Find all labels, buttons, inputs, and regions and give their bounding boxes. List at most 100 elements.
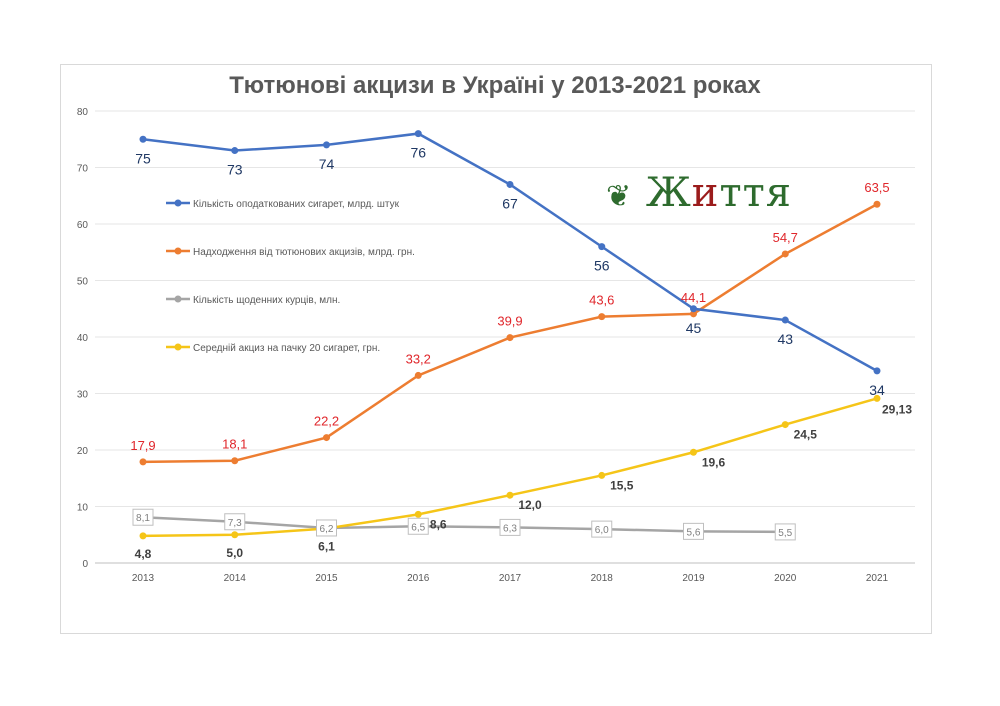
data-label: 43,6 [589, 293, 614, 308]
x-tick-label: 2020 [774, 573, 797, 584]
y-tick-label: 50 [77, 277, 89, 288]
data-label: 54,7 [773, 230, 798, 245]
data-point [690, 305, 697, 313]
data-label-box [224, 513, 246, 531]
data-point [690, 310, 697, 318]
data-label-box [683, 522, 704, 540]
data-point [139, 458, 147, 466]
data-label-box [591, 520, 613, 538]
legend-label: Кількість щоденних курців, млн. [193, 295, 340, 306]
data-label: 5,5 [778, 528, 792, 539]
data-point [231, 457, 239, 465]
data-point [598, 471, 606, 479]
data-label: 73 [227, 162, 243, 178]
data-label: 4,8 [135, 547, 152, 561]
data-point [781, 421, 789, 429]
data-label: 45 [686, 320, 702, 336]
data-label: 6,5 [411, 522, 425, 533]
series-line [142, 203, 878, 464]
y-tick-label: 10 [77, 503, 89, 514]
legend-marker [174, 295, 182, 303]
data-label: 19,6 [702, 455, 726, 469]
data-label: 56 [594, 258, 610, 274]
logo: ❦ Життя [606, 170, 792, 216]
y-tick-label: 60 [77, 220, 89, 231]
data-point [598, 313, 606, 321]
y-tick-label: 70 [77, 164, 89, 175]
data-label: 75 [135, 150, 151, 166]
data-label: 44,1 [681, 290, 706, 305]
data-label: 34 [869, 382, 885, 398]
y-tick-label: 40 [77, 333, 89, 344]
data-label: 33,2 [406, 351, 431, 366]
data-label: 67 [502, 195, 518, 211]
data-point [873, 394, 881, 402]
data-label: 29,13 [882, 402, 912, 416]
data-label: 15,5 [610, 478, 634, 492]
data-label-box [316, 519, 337, 537]
data-label-box [407, 517, 429, 535]
legend-marker [174, 199, 182, 207]
data-label: 22,2 [314, 414, 339, 429]
data-label: 63,5 [864, 180, 889, 195]
data-label-box [499, 518, 521, 536]
series-line [142, 397, 878, 538]
x-tick-label: 2016 [407, 573, 430, 584]
y-tick-label: 0 [82, 559, 88, 570]
x-tick-label: 2017 [499, 573, 522, 584]
data-point [690, 448, 697, 456]
data-label: 7,3 [228, 518, 242, 529]
data-label: 39,9 [497, 314, 522, 329]
legend-label: Середній акциз на пачку 20 сигарет, грн. [193, 343, 380, 354]
legend-marker [174, 343, 182, 351]
x-tick-label: 2018 [591, 573, 614, 584]
data-label: 6,0 [595, 525, 609, 536]
data-point [414, 510, 422, 518]
x-tick-label: 2013 [132, 573, 155, 584]
data-point [139, 532, 147, 540]
data-point [323, 141, 330, 149]
data-point [598, 243, 606, 251]
y-tick-label: 30 [77, 390, 89, 401]
data-label: 18,1 [222, 437, 247, 452]
data-label: 8,1 [136, 513, 150, 524]
data-point [414, 371, 422, 379]
leaf-icon: ❦ [606, 179, 633, 214]
data-label: 6,2 [320, 524, 334, 535]
data-label-box [774, 523, 796, 541]
data-label: 5,0 [226, 546, 243, 560]
data-point [231, 147, 239, 155]
y-tick-label: 80 [77, 107, 89, 118]
data-point [781, 316, 789, 324]
data-point [506, 334, 514, 342]
x-tick-label: 2015 [315, 573, 338, 584]
x-tick-label: 2019 [682, 573, 705, 584]
data-label: 24,5 [794, 428, 818, 442]
data-point [781, 250, 789, 258]
data-point [506, 180, 514, 188]
y-tick-label: 20 [77, 446, 89, 457]
data-label: 74 [319, 156, 335, 172]
data-point [231, 531, 239, 539]
data-point [873, 200, 881, 208]
data-label: 12,0 [518, 498, 542, 512]
data-point [414, 130, 422, 138]
x-tick-label: 2021 [866, 573, 889, 584]
data-point [323, 434, 330, 442]
x-tick-label: 2014 [224, 573, 247, 584]
legend-label: Кількість оподаткованих сигарет, млрд. ш… [193, 199, 400, 210]
series-line [142, 515, 786, 534]
data-label: 17,9 [130, 438, 155, 453]
legend-label: Надходження від тютюнових акцизів, млрд.… [193, 247, 415, 258]
data-label: 5,6 [687, 527, 701, 538]
data-point [506, 491, 514, 499]
data-label: 6,3 [503, 523, 517, 534]
data-point [139, 135, 147, 143]
data-label: 43 [777, 331, 793, 347]
data-label: 76 [410, 145, 426, 161]
data-point [873, 367, 881, 375]
legend-marker [174, 247, 182, 255]
data-label-box [132, 508, 154, 526]
chart-title: Тютюнові акцизи в Україні у 2013-2021 ро… [229, 72, 761, 99]
